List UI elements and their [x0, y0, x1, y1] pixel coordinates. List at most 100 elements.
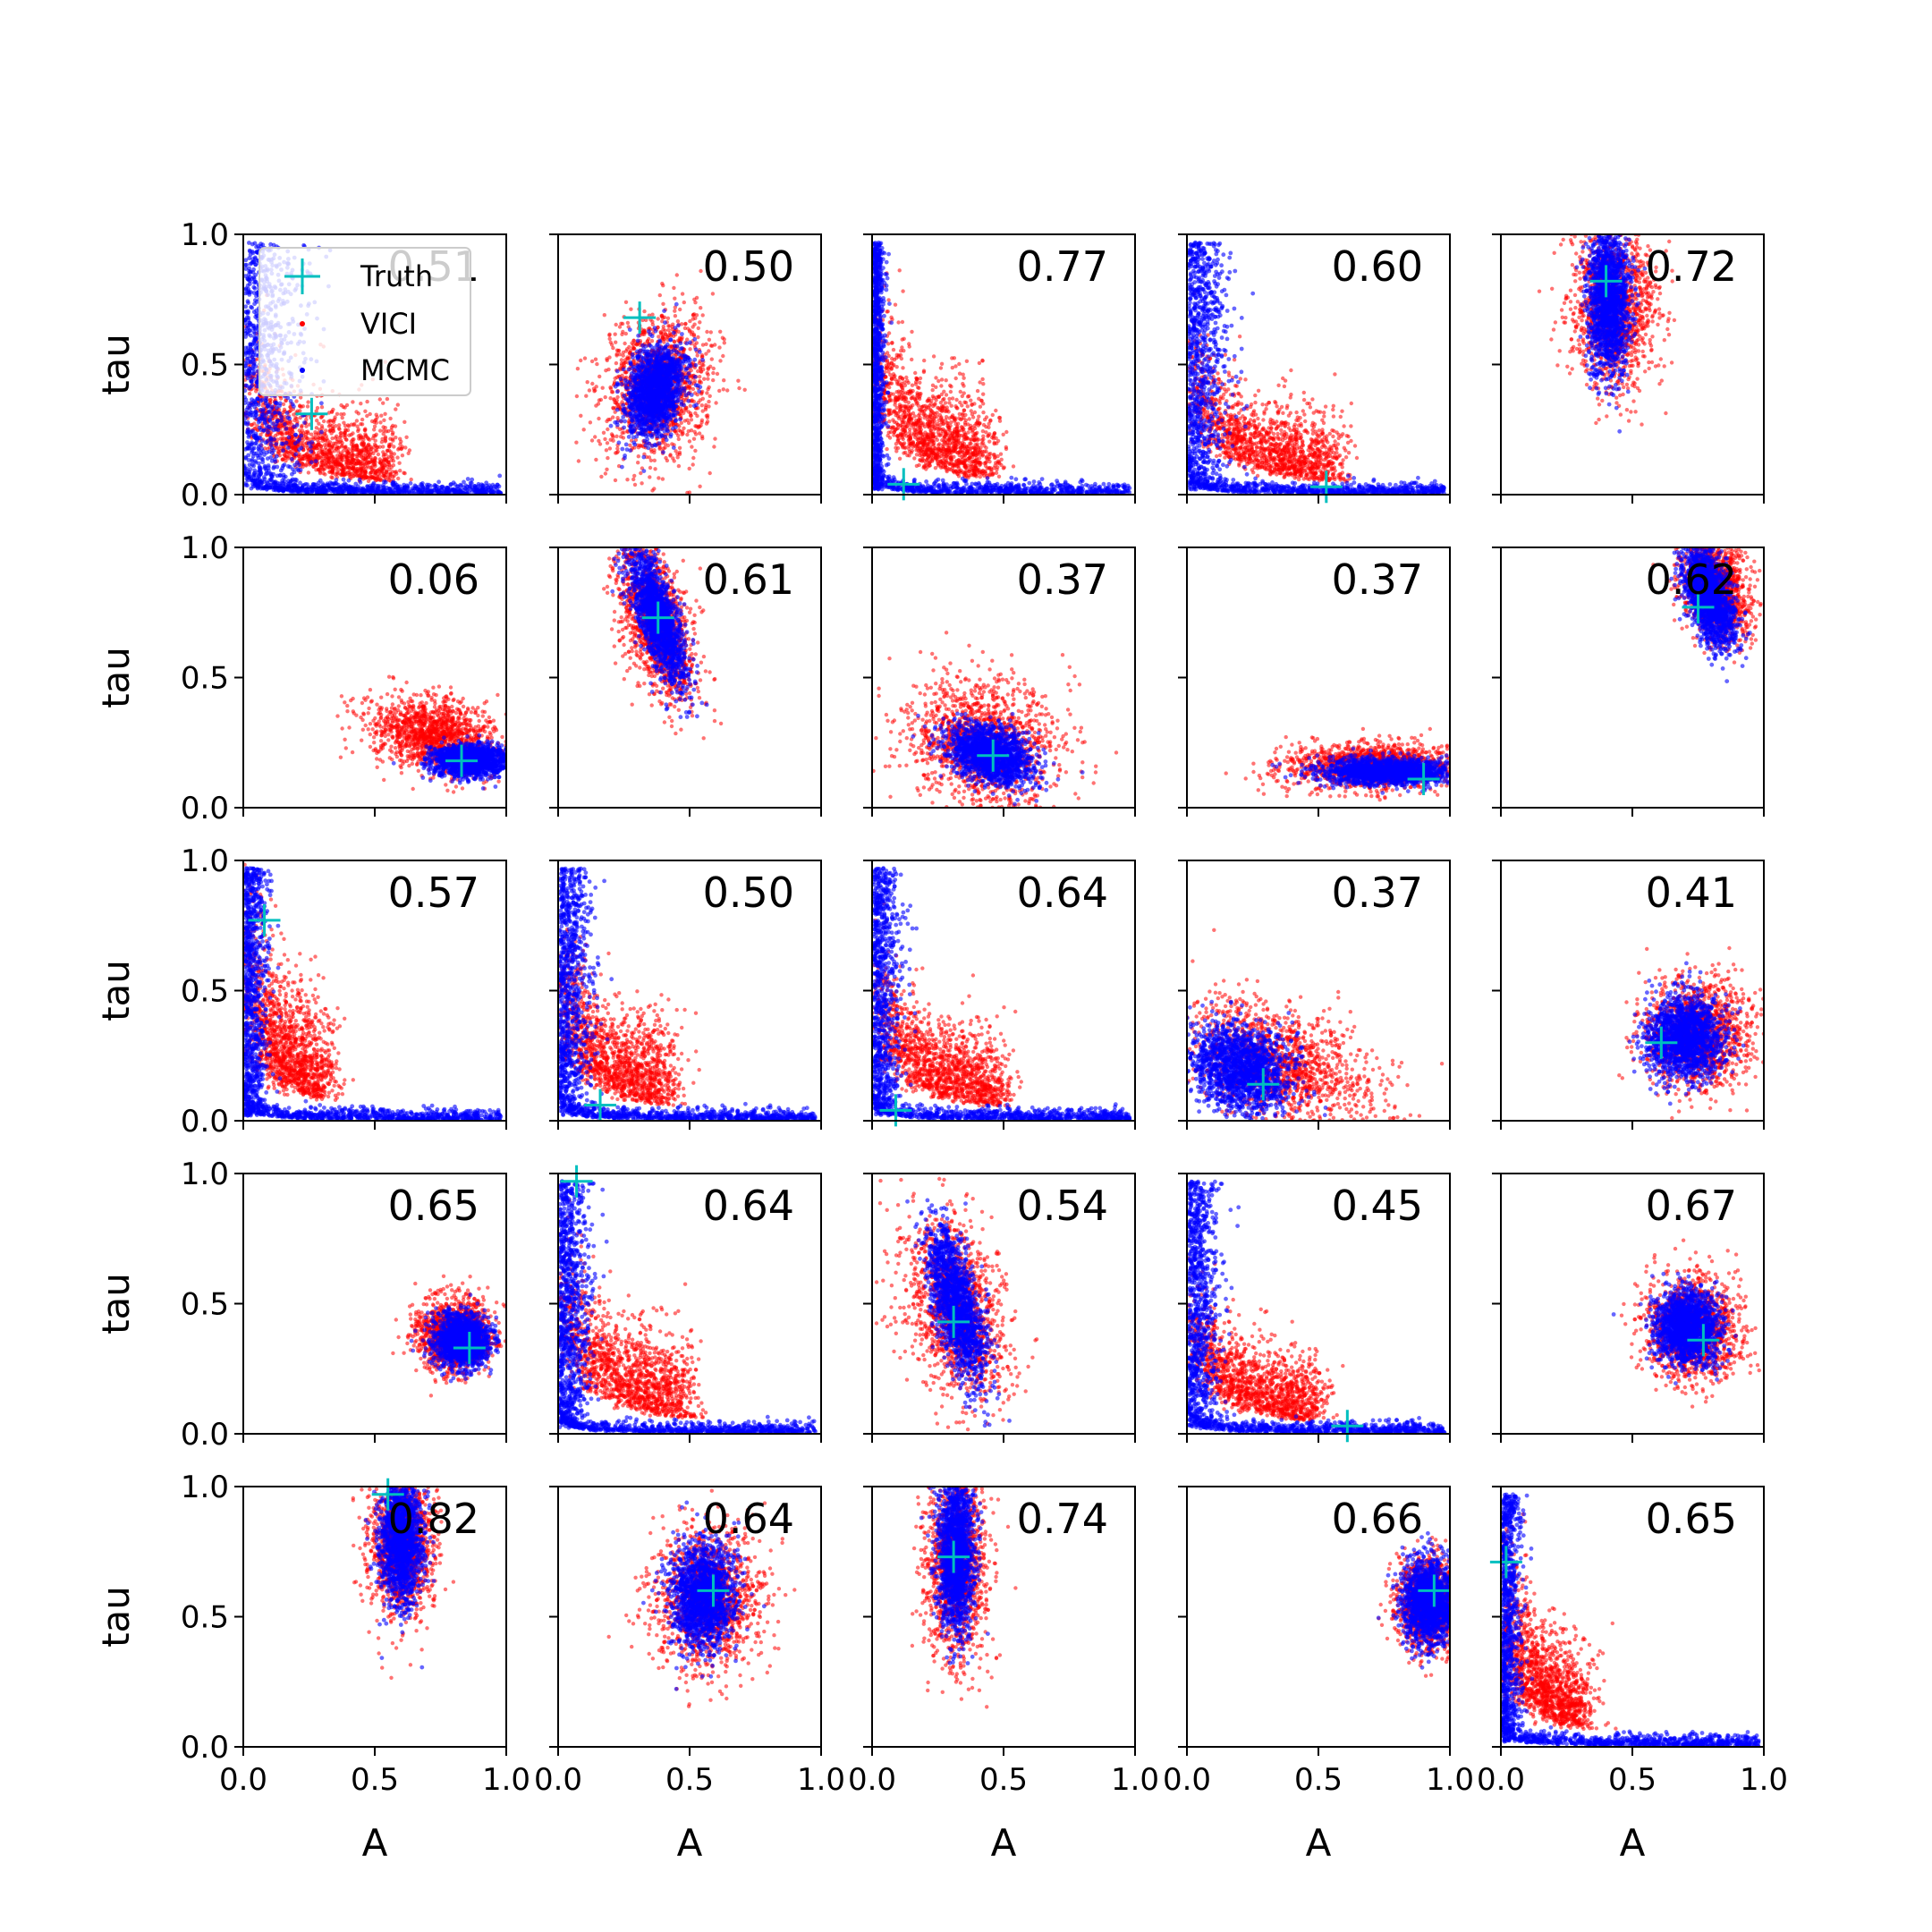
vici-point	[704, 352, 708, 355]
mcmc-point	[266, 456, 270, 461]
mcmc-point	[249, 360, 253, 364]
vici-point	[330, 476, 334, 479]
vici-point	[298, 428, 301, 432]
mcmc-point	[275, 474, 280, 479]
mcmc-point	[317, 484, 321, 488]
vici-point	[301, 454, 304, 458]
vici-point	[590, 438, 594, 442]
mcmc-point	[261, 428, 266, 433]
vici-point	[574, 441, 578, 445]
vici-point	[648, 466, 652, 470]
vici-point	[391, 438, 394, 442]
vici-point	[676, 319, 680, 323]
vici-point	[387, 462, 391, 466]
vici-point	[401, 453, 404, 457]
vici-point	[650, 313, 654, 317]
vici-point	[389, 428, 393, 432]
mcmc-point	[291, 402, 295, 407]
mcmc-point	[263, 464, 267, 469]
vici-point	[343, 405, 346, 409]
vici-point	[718, 330, 722, 334]
vici-point	[344, 465, 348, 469]
vici-point	[388, 473, 392, 477]
vici-point	[388, 417, 392, 420]
mcmc-point	[623, 411, 628, 415]
vici-point	[702, 377, 706, 381]
vici-point	[597, 402, 600, 405]
vici-point	[622, 430, 625, 434]
vici-point	[614, 333, 617, 336]
vici-point	[691, 317, 695, 320]
vici-point	[592, 386, 596, 390]
vici-point	[657, 317, 660, 320]
mcmc-point	[290, 457, 294, 462]
vici-point	[661, 284, 665, 287]
vici-point	[677, 437, 681, 441]
vici-point	[672, 286, 675, 290]
mcmc-point	[262, 418, 267, 422]
mcmc-point	[319, 401, 324, 405]
vici-point	[339, 403, 343, 407]
vici-point	[298, 409, 301, 412]
vici-point	[381, 461, 385, 464]
vici-point	[384, 435, 387, 438]
vici-point	[711, 371, 715, 375]
mcmc-point	[251, 370, 256, 375]
mcmc-point	[620, 465, 624, 470]
mcmc-point	[245, 323, 250, 327]
vici-point	[683, 419, 687, 422]
vici-point	[335, 458, 339, 462]
mcmc-point	[255, 380, 259, 385]
vici-point	[709, 330, 713, 334]
vici-point	[688, 439, 691, 443]
vici-point	[700, 403, 704, 407]
vici-point	[306, 429, 309, 433]
vici-point	[575, 394, 579, 398]
mcmc-point	[615, 369, 620, 374]
vici-point	[358, 462, 361, 465]
vici-point	[610, 432, 614, 436]
mcmc-point	[267, 463, 271, 468]
vici-point	[611, 346, 614, 350]
mcmc-point	[295, 423, 300, 428]
vici-point	[360, 455, 363, 459]
vici-point	[320, 405, 324, 409]
vici-point	[713, 436, 716, 440]
mcmc-point	[265, 439, 269, 444]
mcmc-point	[269, 478, 274, 482]
mcmc-point	[300, 445, 304, 450]
vici-point	[707, 366, 710, 369]
vici-point	[642, 309, 646, 313]
vici-point	[331, 445, 335, 448]
vici-point	[640, 481, 643, 485]
vici-point	[623, 360, 627, 364]
vici-point	[341, 468, 344, 471]
y-tick-label: 0.5	[181, 348, 229, 384]
vici-point	[374, 456, 377, 460]
vici-point	[576, 367, 580, 370]
vici-point	[335, 440, 339, 444]
vici-point	[674, 314, 677, 318]
vici-point	[708, 338, 711, 342]
mcmc-point	[243, 304, 248, 309]
mcmc-point	[248, 470, 252, 474]
mcmc-point	[243, 456, 248, 461]
vici-point	[699, 420, 703, 424]
mcmc-point	[286, 464, 291, 469]
vici-point	[743, 388, 747, 392]
vici-point	[376, 415, 379, 419]
mcmc-point	[253, 280, 258, 284]
mcmc-point	[253, 332, 258, 336]
vici-point	[375, 448, 378, 452]
mcmc-point	[445, 487, 449, 492]
vici-point	[344, 438, 348, 442]
mcmc-point	[436, 479, 441, 484]
vici-point	[677, 424, 681, 428]
vici-point	[700, 435, 704, 438]
mcmc-point	[668, 338, 673, 343]
mcmc-point	[292, 490, 297, 495]
vici-point	[603, 313, 606, 317]
mcmc-point	[258, 426, 262, 430]
vici-point	[620, 358, 623, 361]
mcmc-point	[455, 484, 460, 488]
